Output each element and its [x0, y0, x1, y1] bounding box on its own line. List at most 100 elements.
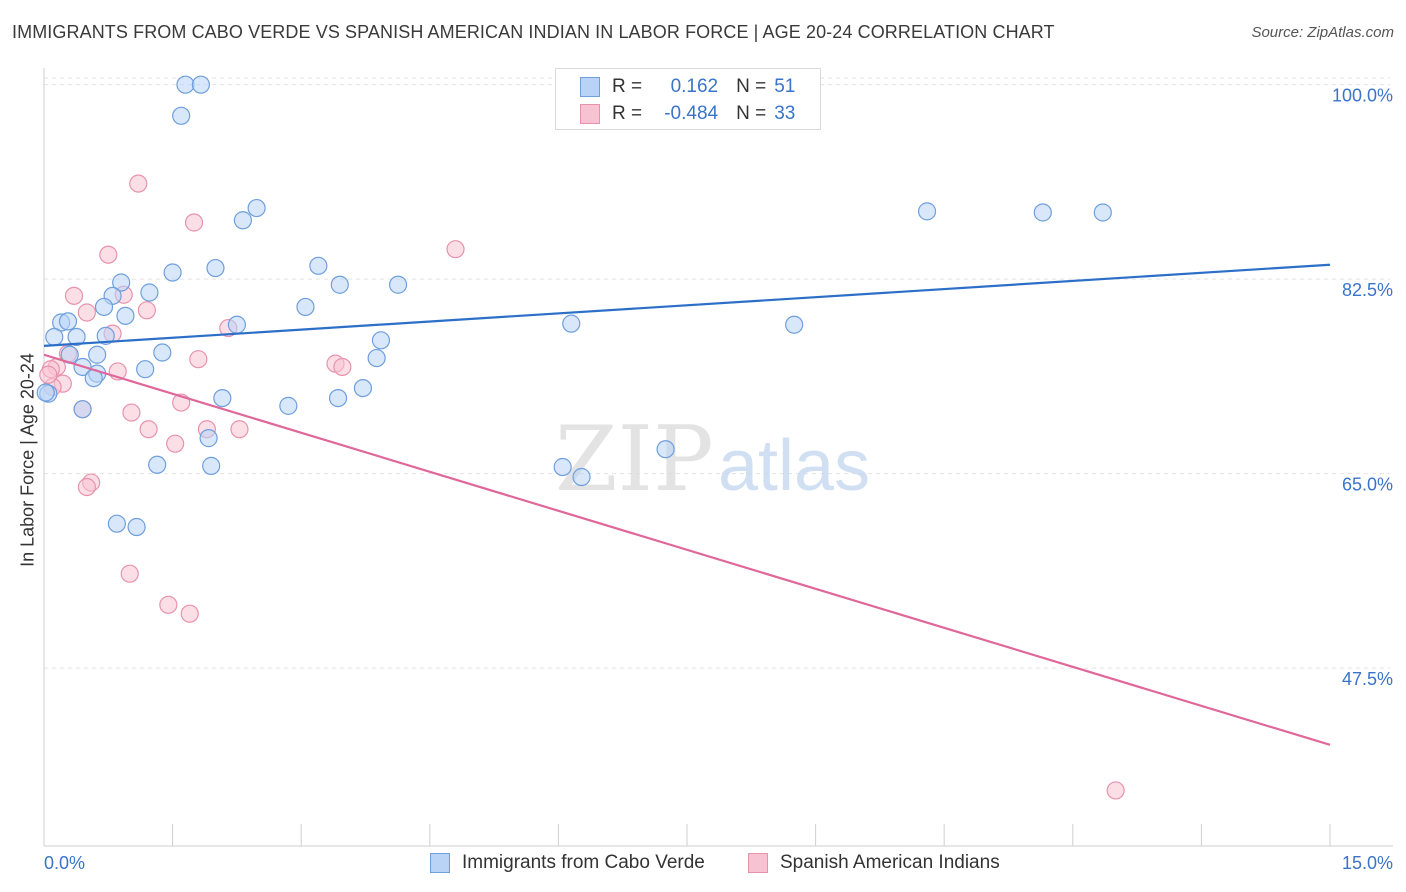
data-point-spanish-american-indians	[39, 365, 58, 384]
data-point-spanish-american-indians	[333, 357, 352, 377]
data-point-spanish-american-indians	[137, 301, 156, 320]
data-point-cabo-verde	[371, 331, 391, 350]
data-point-cabo-verde	[367, 348, 386, 368]
data-point-spanish-american-indians	[77, 477, 96, 497]
trend-line-cabo-verde	[43, 263, 1331, 347]
data-point-cabo-verde	[67, 327, 86, 347]
source-label: Source: ZipAtlas.com	[1251, 24, 1394, 41]
gridlines	[44, 77, 1390, 669]
stats-legend: R = 0.162 N = 51 R = -0.484 N = 33	[555, 68, 821, 130]
data-point-spanish-american-indians	[184, 213, 204, 232]
data-point-cabo-verde	[562, 314, 581, 333]
data-point-cabo-verde	[309, 256, 328, 275]
legend-item-spanish-american-indians[interactable]: Spanish American Indians	[748, 852, 1000, 874]
data-point-spanish-american-indians	[64, 286, 84, 305]
legend-swatch-blue	[430, 853, 450, 873]
data-point-cabo-verde	[330, 275, 349, 294]
legend-swatch-pink	[580, 104, 600, 124]
legend-n-label: N =	[736, 103, 767, 124]
data-point-spanish-american-indians	[120, 564, 139, 583]
data-point-cabo-verde	[140, 283, 159, 302]
data-point-cabo-verde	[191, 75, 210, 94]
legend-swatch-pink	[748, 853, 768, 873]
y-axis-label: In Labor Force | Age 20-24	[17, 353, 38, 567]
data-point-cabo-verde	[353, 378, 373, 398]
data-point-spanish-american-indians	[122, 403, 141, 422]
data-point-cabo-verde	[247, 198, 266, 218]
y-tick-label: 65.0%	[1342, 475, 1393, 495]
data-point-spanish-american-indians	[139, 420, 158, 439]
data-point-cabo-verde	[199, 429, 218, 448]
data-point-cabo-verde	[206, 258, 225, 278]
data-point-cabo-verde	[163, 263, 182, 282]
data-point-spanish-american-indians	[77, 303, 96, 322]
trend-lines	[43, 263, 1331, 746]
data-point-cabo-verde	[917, 202, 937, 221]
watermark: ZIP atlas	[555, 407, 870, 512]
data-point-cabo-verde	[36, 383, 55, 402]
data-point-spanish-american-indians	[159, 595, 178, 614]
legend-r-value: 0.162	[670, 76, 719, 97]
tick-labels: 100.0% 82.5% 65.0% 47.5% 0.0% 15.0%	[44, 86, 1393, 873]
data-point-cabo-verde	[1093, 203, 1112, 222]
legend-swatch-blue	[580, 77, 600, 97]
series-cabo-verde	[36, 75, 1112, 537]
legend-item-cabo-verde[interactable]: Immigrants from Cabo Verde	[430, 852, 705, 874]
data-point-cabo-verde	[227, 315, 246, 334]
legend-r-label: R =	[612, 76, 643, 97]
x-tick-label: 0.0%	[44, 853, 85, 873]
legend-n-label: N =	[736, 76, 767, 97]
data-point-cabo-verde	[153, 343, 172, 362]
data-point-cabo-verde	[553, 457, 572, 477]
data-point-cabo-verde	[202, 456, 221, 475]
chart-title: IMMIGRANTS FROM CABO VERDE VS SPANISH AM…	[12, 22, 1055, 42]
data-point-cabo-verde	[116, 306, 135, 325]
data-point-spanish-american-indians	[230, 420, 249, 439]
data-point-cabo-verde	[112, 273, 131, 292]
watermark-zip: ZIP	[555, 407, 714, 512]
data-point-cabo-verde	[94, 297, 114, 317]
data-point-cabo-verde	[213, 388, 232, 408]
legend-r-label: R =	[612, 103, 643, 124]
data-point-spanish-american-indians	[446, 240, 465, 259]
legend-row-spanish-american-indians: R = -0.484 N = 33	[580, 101, 795, 127]
data-point-cabo-verde	[127, 517, 146, 537]
legend-n-value: 51	[774, 76, 796, 97]
legend-r-value: -0.484	[664, 103, 719, 124]
data-point-cabo-verde	[388, 275, 408, 294]
legend-row-cabo-verde: R = 0.162 N = 51	[580, 74, 795, 100]
data-point-cabo-verde	[45, 327, 64, 347]
data-point-cabo-verde	[785, 315, 804, 334]
data-point-cabo-verde	[572, 467, 591, 487]
trend-line-spanish-american-indians	[43, 353, 1331, 746]
data-point-spanish-american-indians	[189, 350, 208, 369]
y-tick-label: 100.0%	[1332, 86, 1393, 106]
data-point-cabo-verde	[136, 360, 155, 379]
data-point-spanish-american-indians	[129, 174, 148, 193]
data-point-cabo-verde	[73, 400, 92, 419]
data-point-cabo-verde	[172, 106, 191, 125]
data-point-cabo-verde	[328, 388, 348, 408]
data-point-cabo-verde	[233, 211, 253, 230]
legend-n-value: 33	[774, 103, 796, 124]
data-point-spanish-american-indians	[180, 604, 199, 623]
series-legend: Immigrants from Cabo Verde Spanish Ameri…	[0, 852, 1406, 878]
data-point-cabo-verde	[296, 297, 315, 317]
data-point-cabo-verde	[107, 514, 126, 533]
y-tick-label: 47.5%	[1342, 669, 1393, 689]
data-point-spanish-american-indians	[99, 245, 118, 264]
watermark-atlas: atlas	[718, 426, 870, 506]
data-point-cabo-verde	[1033, 203, 1052, 222]
data-point-cabo-verde	[656, 440, 675, 459]
data-point-cabo-verde	[88, 345, 107, 364]
data-point-spanish-american-indians	[1106, 781, 1125, 800]
axes	[43, 68, 1393, 847]
data-point-cabo-verde	[176, 75, 195, 94]
data-point-cabo-verde	[148, 455, 167, 474]
y-tick-label: 82.5%	[1342, 280, 1393, 300]
legend-label-spanish-american-indians: Spanish American Indians	[780, 852, 1000, 873]
x-tick-label: 15.0%	[1342, 853, 1393, 873]
data-point-cabo-verde	[58, 312, 78, 331]
data-point-spanish-american-indians	[166, 434, 185, 453]
